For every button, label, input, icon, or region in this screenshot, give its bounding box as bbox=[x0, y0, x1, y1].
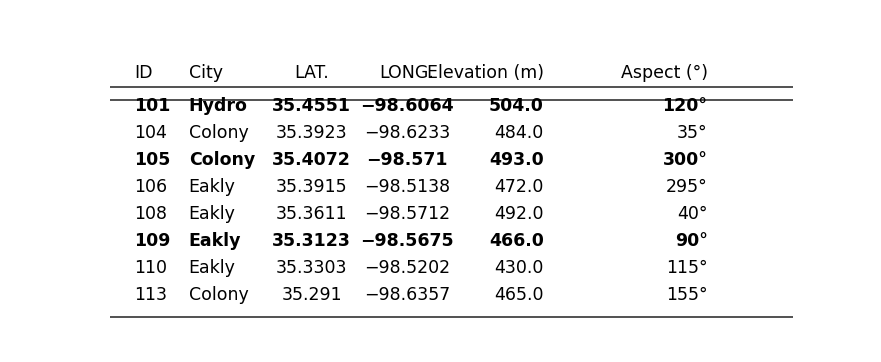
Text: LAT.: LAT. bbox=[294, 64, 329, 82]
Text: 465.0: 465.0 bbox=[494, 286, 544, 304]
Text: 110: 110 bbox=[134, 260, 167, 277]
Text: −98.571: −98.571 bbox=[366, 151, 448, 169]
Text: Colony: Colony bbox=[189, 151, 255, 169]
Text: 35.4072: 35.4072 bbox=[272, 151, 351, 169]
Text: 35.3123: 35.3123 bbox=[272, 232, 351, 251]
Text: Eakly: Eakly bbox=[189, 260, 235, 277]
Text: LONG.: LONG. bbox=[380, 64, 434, 82]
Text: −98.5138: −98.5138 bbox=[364, 178, 450, 196]
Text: 35.4551: 35.4551 bbox=[272, 97, 351, 115]
Text: 109: 109 bbox=[134, 232, 170, 251]
Text: −98.5202: −98.5202 bbox=[364, 260, 450, 277]
Text: −98.5712: −98.5712 bbox=[364, 205, 450, 223]
Text: Colony: Colony bbox=[189, 124, 248, 142]
Text: 504.0: 504.0 bbox=[489, 97, 544, 115]
Text: Hydro: Hydro bbox=[189, 97, 248, 115]
Text: 35.291: 35.291 bbox=[281, 286, 342, 304]
Text: 101: 101 bbox=[134, 97, 170, 115]
Text: 430.0: 430.0 bbox=[494, 260, 544, 277]
Text: 35.3303: 35.3303 bbox=[276, 260, 347, 277]
Text: 35.3923: 35.3923 bbox=[276, 124, 347, 142]
Text: 40°: 40° bbox=[677, 205, 707, 223]
Text: 115°: 115° bbox=[666, 260, 707, 277]
Text: 105: 105 bbox=[134, 151, 170, 169]
Text: −98.6357: −98.6357 bbox=[364, 286, 450, 304]
Text: 492.0: 492.0 bbox=[494, 205, 544, 223]
Text: Aspect (°): Aspect (°) bbox=[620, 64, 707, 82]
Text: Colony: Colony bbox=[189, 286, 248, 304]
Text: 493.0: 493.0 bbox=[489, 151, 544, 169]
Text: Eakly: Eakly bbox=[189, 232, 241, 251]
Text: Eakly: Eakly bbox=[189, 178, 235, 196]
Text: 120°: 120° bbox=[663, 97, 707, 115]
Text: 35.3611: 35.3611 bbox=[276, 205, 347, 223]
Text: 104: 104 bbox=[134, 124, 167, 142]
Text: 35.3915: 35.3915 bbox=[276, 178, 347, 196]
Text: 472.0: 472.0 bbox=[494, 178, 544, 196]
Text: 295°: 295° bbox=[666, 178, 707, 196]
Text: 35°: 35° bbox=[677, 124, 707, 142]
Text: −98.5675: −98.5675 bbox=[360, 232, 454, 251]
Text: City: City bbox=[189, 64, 223, 82]
Text: Elevation (m): Elevation (m) bbox=[426, 64, 544, 82]
Text: 90°: 90° bbox=[675, 232, 707, 251]
Text: −98.6233: −98.6233 bbox=[364, 124, 450, 142]
Text: 484.0: 484.0 bbox=[494, 124, 544, 142]
Text: 300°: 300° bbox=[663, 151, 707, 169]
Text: −98.6064: −98.6064 bbox=[360, 97, 454, 115]
Text: 466.0: 466.0 bbox=[489, 232, 544, 251]
Text: 106: 106 bbox=[134, 178, 167, 196]
Text: 113: 113 bbox=[134, 286, 167, 304]
Text: 155°: 155° bbox=[666, 286, 707, 304]
Text: Eakly: Eakly bbox=[189, 205, 235, 223]
Text: 108: 108 bbox=[134, 205, 167, 223]
Text: ID: ID bbox=[134, 64, 152, 82]
